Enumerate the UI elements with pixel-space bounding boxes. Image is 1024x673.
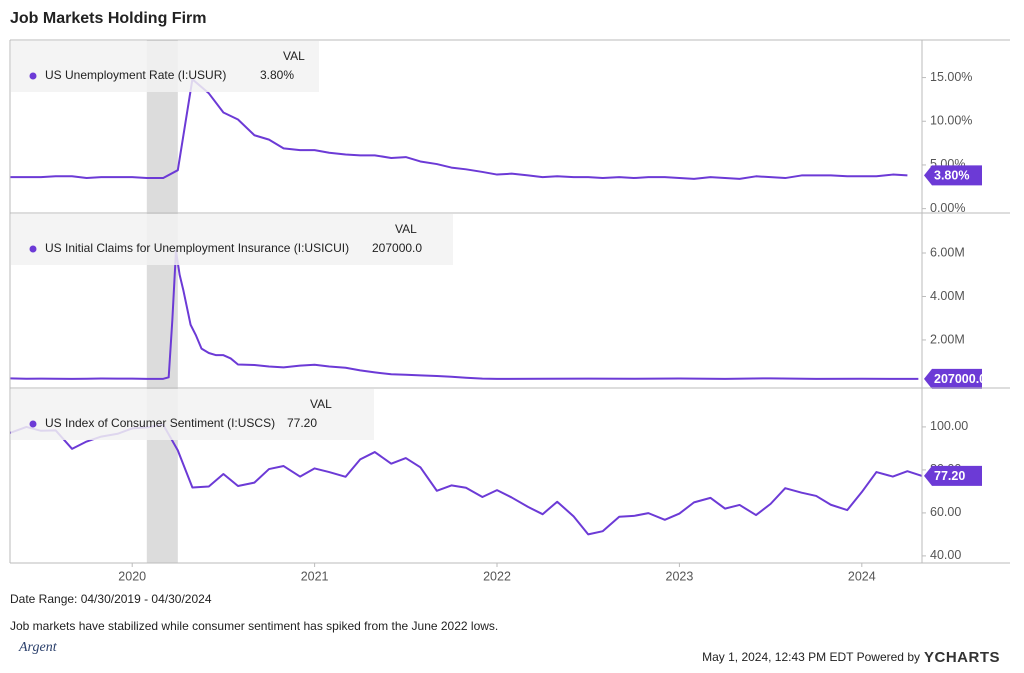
legend-header: VAL: [310, 397, 332, 411]
legend-label: US Unemployment Rate (I:USUR): [45, 68, 226, 82]
legend-marker: [29, 245, 37, 253]
value-tag-label: 207000.0: [934, 372, 986, 386]
value-tag-label: 77.20: [934, 469, 965, 483]
y-tick-label: 60.00: [930, 505, 961, 519]
legend-marker: [29, 420, 37, 428]
legend-box: [11, 41, 319, 92]
y-tick-label: 4.00M: [930, 289, 965, 303]
x-tick-label: 2024: [848, 569, 876, 583]
y-tick-label: 0.00%: [930, 201, 965, 215]
series-line: [9, 249, 919, 380]
logo: Argent: [18, 640, 58, 655]
value-tag: [924, 368, 982, 389]
legend-label: US Initial Claims for Unemployment Insur…: [45, 241, 349, 255]
legend-box: [11, 389, 374, 440]
y-tick-label: 6.00M: [930, 245, 965, 259]
brand: YCHARTS: [924, 649, 1000, 666]
note: Job markets have stabilized while consum…: [10, 619, 498, 633]
value-tag: [924, 165, 982, 186]
date-range: Date Range: 04/30/2019 - 04/30/2024: [10, 592, 212, 606]
x-tick-label: 2020: [118, 569, 146, 583]
legend-value: 207000.0: [372, 241, 422, 255]
chart-title: Job Markets Holding Firm: [10, 10, 206, 27]
legend-value: 3.80%: [260, 68, 294, 82]
legend-header: VAL: [283, 49, 305, 63]
x-tick-label: 2023: [666, 569, 694, 583]
timestamp: May 1, 2024, 12:43 PM EDT Powered by: [702, 650, 920, 664]
series-line: [10, 78, 908, 180]
y-tick-label: 2.00M: [930, 332, 965, 346]
x-tick-label: 2022: [483, 569, 511, 583]
value-tag-label: 3.80%: [934, 169, 969, 183]
legend-box: [11, 214, 453, 265]
y-tick-label: 40.00: [930, 548, 961, 562]
y-tick-label: 100.00: [930, 419, 968, 433]
value-tag: [924, 465, 982, 486]
legend-label: US Index of Consumer Sentiment (I:USCS): [45, 416, 275, 430]
y-tick-label: 15.00%: [930, 70, 972, 84]
legend-header: VAL: [395, 222, 417, 236]
legend-value: 77.20: [287, 416, 317, 430]
legend-marker: [29, 72, 37, 80]
y-tick-label: 10.00%: [930, 114, 972, 128]
x-tick-label: 2021: [301, 569, 329, 583]
